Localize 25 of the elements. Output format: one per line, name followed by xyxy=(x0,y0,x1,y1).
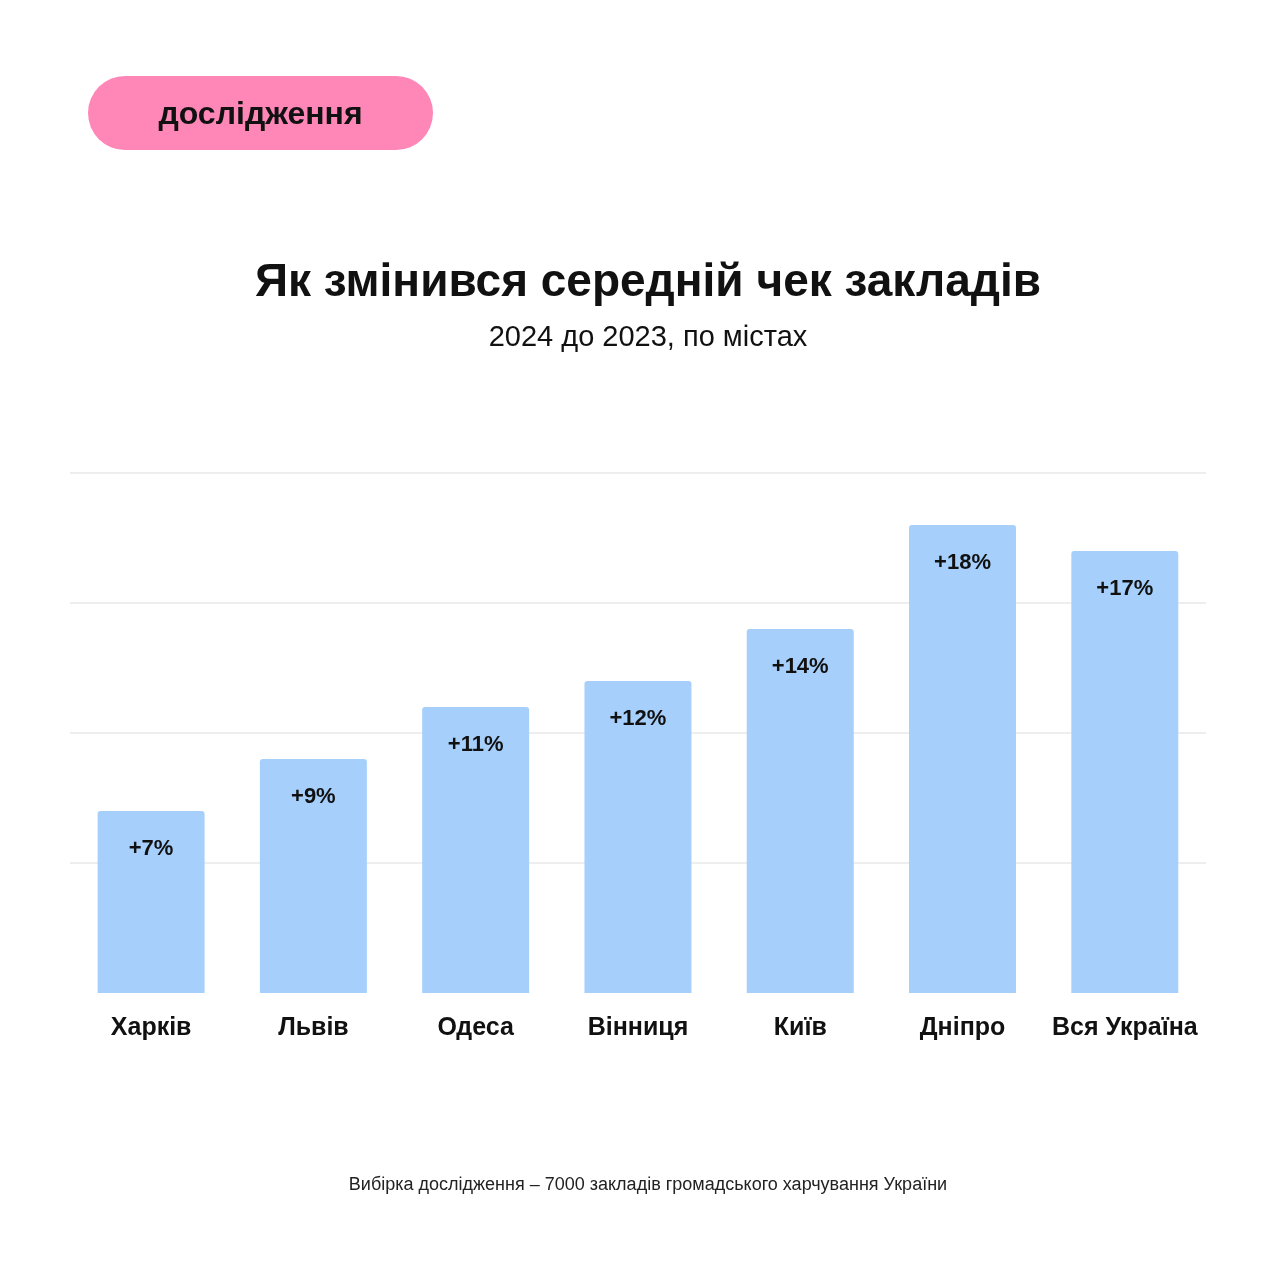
bar xyxy=(909,525,1017,993)
chart-subtitle: 2024 до 2023, по містах xyxy=(487,320,809,353)
bar xyxy=(584,681,692,993)
x-tick-label: Одеса xyxy=(437,1011,515,1040)
text: Вибірка дослідження – 7000 закладів громадського харчування України xyxy=(347,1174,949,1195)
data-label: +9% xyxy=(291,782,336,808)
data-label: +12% xyxy=(609,704,667,730)
x-tick-label: Київ xyxy=(773,1011,827,1040)
tag-pill: дослідження xyxy=(88,76,433,150)
x-tick-label: Дніпро xyxy=(919,1011,1006,1040)
bar xyxy=(97,811,205,993)
data-label: +18% xyxy=(934,548,991,574)
x-tick-label: Львів xyxy=(278,1011,349,1040)
data-label: +17% xyxy=(1096,574,1154,600)
bar xyxy=(1071,551,1179,993)
bar xyxy=(746,629,854,993)
data-label: +14% xyxy=(771,652,829,678)
bar xyxy=(259,759,367,993)
x-tick-label: Вся Україна xyxy=(1051,1011,1199,1040)
x-tick-label: Вінниця xyxy=(587,1011,689,1040)
chart-title: Як змінився середній чек закладів xyxy=(253,253,1042,307)
data-label: +11% xyxy=(447,730,504,756)
bar xyxy=(422,707,530,993)
x-tick-label: Харків xyxy=(110,1011,192,1040)
data-label: +7% xyxy=(128,834,174,860)
